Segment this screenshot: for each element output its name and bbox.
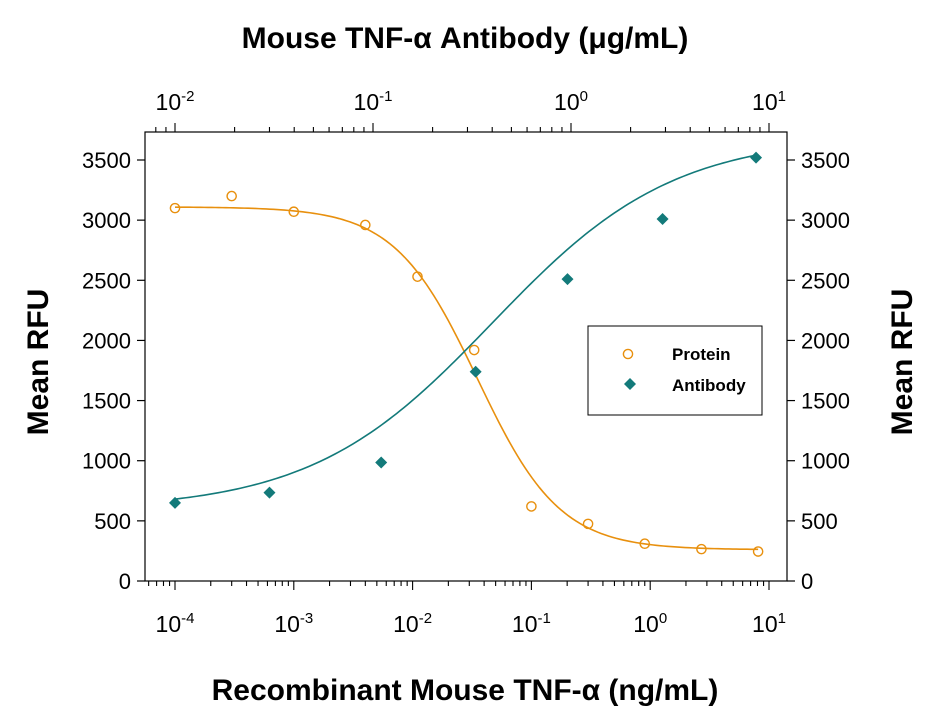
y-tick-label-left: 1500 bbox=[82, 389, 131, 414]
y-tick-label-left: 3000 bbox=[82, 208, 131, 233]
legend-box bbox=[587, 325, 763, 416]
y-tick-label-right: 1500 bbox=[801, 389, 850, 414]
point-antibody bbox=[561, 273, 574, 286]
point-antibody bbox=[469, 365, 482, 378]
x-bottom-tick-label: 101 bbox=[752, 610, 786, 637]
axis-ticks bbox=[137, 123, 795, 590]
x-top-tick-label: 100 bbox=[554, 88, 588, 115]
point-protein bbox=[752, 546, 764, 557]
y-tick-label-left: 1000 bbox=[82, 449, 131, 474]
y-tick-label-left: 3500 bbox=[82, 148, 131, 173]
fit-curves bbox=[174, 154, 759, 551]
axis-tick-labels: 0 0 500 500 1000 1000 1500 1500 2000 2000 2500 2500… bbox=[82, 88, 850, 637]
y-tick-label-left: 2000 bbox=[82, 328, 131, 353]
x-top-tick-label: 101 bbox=[752, 88, 786, 115]
chart-title: Mouse TNF-α Antibody (μg/mL) bbox=[242, 22, 689, 55]
point-antibody bbox=[169, 496, 181, 509]
x-bottom-tick-label: 100 bbox=[633, 610, 667, 637]
x-bottom-tick-label: 10-2 bbox=[393, 610, 432, 637]
x-axis-title: Recombinant Mouse TNF-α (ng/mL) bbox=[212, 674, 719, 707]
x-bottom-tick-label: 10-4 bbox=[156, 610, 195, 637]
plot-frame bbox=[144, 131, 788, 582]
point-protein bbox=[360, 219, 371, 231]
point-protein bbox=[169, 202, 181, 214]
point-antibody bbox=[656, 212, 669, 225]
point-protein bbox=[226, 190, 237, 202]
point-protein bbox=[696, 543, 707, 555]
y-tick-label-right: 2500 bbox=[801, 268, 850, 293]
x-bottom-tick-label: 10-3 bbox=[274, 610, 313, 637]
y-tick-label-left: 500 bbox=[94, 509, 131, 534]
legend-label-protein: Protein bbox=[672, 345, 731, 364]
y-tick-label-right: 3000 bbox=[801, 208, 850, 233]
legend-marker-protein bbox=[622, 348, 634, 360]
y-axis-title-right: Mean RFU bbox=[886, 289, 919, 436]
point-protein bbox=[288, 206, 300, 218]
y-tick-label-left: 2500 bbox=[82, 268, 131, 293]
legend: Protein Antibody bbox=[587, 325, 763, 416]
y-tick-label-right: 2000 bbox=[801, 328, 850, 353]
point-antibody bbox=[750, 151, 763, 164]
point-protein bbox=[582, 518, 594, 530]
legend-label-antibody: Antibody bbox=[672, 376, 746, 395]
y-tick-label-left: 0 bbox=[119, 569, 131, 594]
point-protein bbox=[526, 501, 537, 512]
point-antibody bbox=[375, 456, 388, 469]
x-top-tick-label: 10-1 bbox=[354, 88, 393, 115]
point-antibody bbox=[263, 486, 276, 499]
x-top-tick-label: 10-2 bbox=[156, 88, 195, 115]
data-points bbox=[169, 151, 764, 557]
y-tick-label-right: 3500 bbox=[801, 148, 850, 173]
fit-curve-antibody bbox=[174, 154, 757, 500]
y-axis-title-left: Mean RFU bbox=[22, 289, 55, 436]
point-protein bbox=[412, 271, 423, 282]
y-tick-label-right: 0 bbox=[801, 569, 813, 594]
y-tick-label-right: 500 bbox=[801, 509, 838, 534]
point-protein bbox=[468, 344, 480, 356]
fit-curve-protein bbox=[174, 206, 759, 551]
y-tick-label-right: 1000 bbox=[801, 449, 850, 474]
point-protein bbox=[639, 538, 651, 550]
x-bottom-tick-label: 10-1 bbox=[512, 610, 551, 637]
legend-marker-antibody bbox=[624, 378, 636, 390]
